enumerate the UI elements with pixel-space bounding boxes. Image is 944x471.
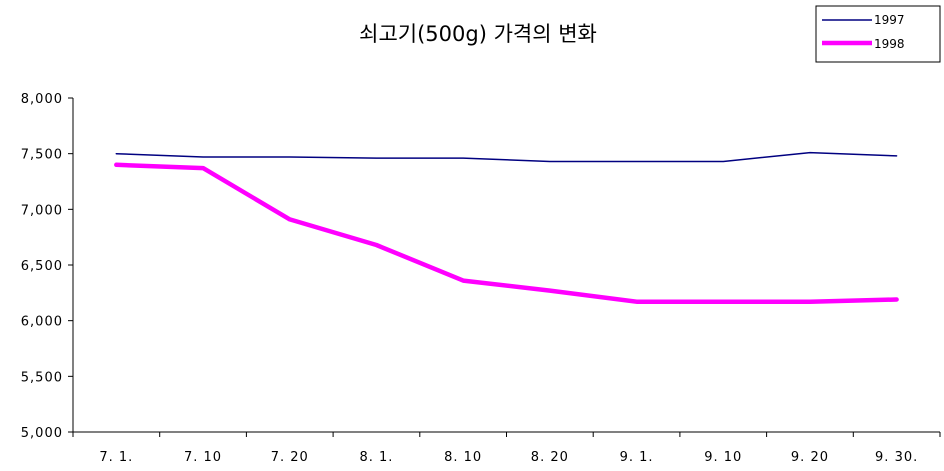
y-tick-label: 6,500 [21, 259, 63, 274]
y-tick-label: 5,000 [21, 426, 63, 441]
legend-label-1998: 1998 [874, 37, 905, 51]
x-tick-label: 9. 30. [875, 450, 918, 465]
y-tick-label: 8,000 [21, 92, 63, 107]
y-axis-ticks: 5,000 5,500 6,000 6,500 7,000 7,500 8,000 [21, 92, 73, 441]
y-tick-label: 7,500 [21, 148, 63, 163]
x-tick-label: 7. 20 [271, 450, 309, 465]
legend-label-1997: 1997 [874, 13, 905, 27]
x-axis-ticks: 7. 1. 7. 10 7. 20 8. 1. 8. 10 8. 20 9. 1. 9. 10… [72, 432, 941, 465]
legend-box [815, 5, 941, 63]
axes [72, 98, 940, 433]
x-tick-label: 7. 1. [99, 450, 133, 465]
x-tick-label: 9. 20 [791, 450, 829, 465]
x-tick-label: 8. 1. [359, 450, 393, 465]
y-tick-label: 5,500 [21, 370, 63, 385]
chart-title: 쇠고기(500g) 가격의 변화 [359, 22, 597, 46]
series-group [114, 151, 899, 304]
x-tick-label: 9. 10 [704, 450, 742, 465]
series-line-1998 [114, 162, 899, 304]
series-line-1997 [115, 151, 898, 163]
x-tick-label: 9. 1. [620, 450, 654, 465]
legend: 1997 1998 [815, 5, 941, 63]
y-tick-label: 6,000 [21, 315, 63, 330]
x-tick-label: 8. 20 [531, 450, 569, 465]
x-tick-label: 7. 10 [184, 450, 222, 465]
y-tick-label: 7,000 [21, 203, 63, 218]
x-tick-label: 8. 10 [444, 450, 482, 465]
